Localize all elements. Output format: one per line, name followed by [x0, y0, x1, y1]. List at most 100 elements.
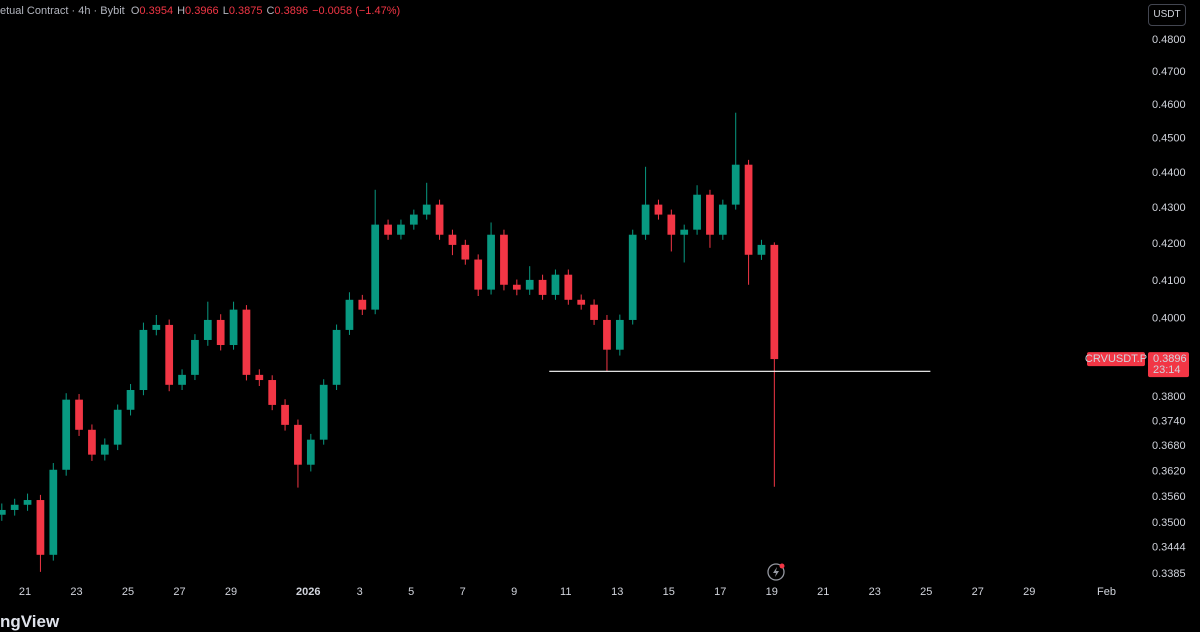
candle-body	[422, 204, 431, 215]
price-tag-symbol: CRVUSDT.P	[1085, 353, 1147, 365]
y-tick-label: 0.3500	[1152, 517, 1186, 529]
x-tick-label: 9	[511, 586, 517, 598]
candle-body	[487, 234, 495, 290]
x-tick-label: 25	[920, 586, 932, 598]
candle-body	[409, 214, 418, 225]
y-tick-label: 0.4700	[1152, 66, 1186, 78]
price-tag-countdown: 23:14	[1153, 364, 1181, 376]
ohlc-value: 0.3954	[139, 5, 174, 17]
candle-body	[216, 319, 225, 346]
candle-body	[242, 309, 251, 375]
ohlc-label: C	[266, 5, 275, 17]
y-tick-label: 0.4100	[1152, 275, 1186, 287]
candle-body	[757, 244, 766, 255]
candle-body	[36, 500, 45, 555]
candle-body	[152, 324, 161, 330]
candle-body	[628, 234, 637, 320]
y-tick-label: 0.3740	[1152, 415, 1186, 427]
symbol: etual Contract · 4h · Bybit	[0, 5, 125, 17]
candle-body	[718, 204, 727, 235]
candle-body	[358, 299, 367, 310]
candle-body	[525, 279, 534, 290]
candle-body	[397, 224, 405, 235]
x-tick-label: 7	[460, 586, 466, 598]
price-tag-price: 0.3896	[1153, 353, 1187, 365]
candle-body	[62, 399, 71, 470]
price-tag-symbol-box	[1087, 352, 1145, 367]
x-tick-label: Feb	[1097, 586, 1116, 598]
candle-body	[100, 444, 109, 455]
candle-body	[229, 309, 238, 346]
price-tag-box	[1148, 352, 1189, 378]
ohlc-value: −0.0058 (−1.47%)	[312, 5, 401, 17]
candle-body	[641, 204, 650, 235]
candle-body	[10, 504, 19, 510]
x-tick-label: 27	[972, 586, 984, 598]
ohlc-value: 0.3875	[228, 5, 263, 17]
x-tick-label: 21	[19, 586, 31, 598]
ohlc-label: L	[222, 5, 229, 17]
y-tick-label: 0.4300	[1152, 202, 1186, 214]
candle-body	[564, 274, 573, 300]
candle-body	[603, 319, 611, 350]
currency-button[interactable]: USDT	[1148, 4, 1186, 26]
candle-body	[706, 194, 714, 235]
candle-body	[500, 234, 508, 285]
candle-body	[23, 500, 32, 505]
candle-body	[126, 390, 135, 410]
candle-body	[255, 374, 264, 381]
symbol-header: etual Contract · 4h · Bybit O0.3954 H0.39…	[0, 5, 404, 17]
candle-body	[306, 439, 315, 465]
x-tick-label: 29	[1023, 586, 1035, 598]
candle-body	[345, 299, 354, 330]
x-tick-label: 3	[357, 586, 363, 598]
candle-body	[139, 329, 148, 391]
candle-body	[332, 329, 341, 385]
x-tick-label: 13	[611, 586, 623, 598]
y-tick-label: 0.4800	[1152, 34, 1186, 46]
candle-body	[461, 244, 470, 260]
y-tick-label: 0.3560	[1152, 491, 1186, 503]
x-tick-label: 29	[225, 586, 237, 598]
candle-body	[770, 244, 779, 360]
candle-body	[113, 409, 122, 445]
candle-body	[268, 380, 277, 405]
y-tick-label: 0.4000	[1152, 313, 1186, 325]
x-tick-label: 2026	[296, 586, 320, 598]
candle-body	[474, 259, 483, 290]
watermark: ngView	[0, 612, 60, 631]
y-tick-label: 0.3385	[1152, 568, 1186, 580]
candle-body	[384, 224, 392, 235]
candle-body	[448, 234, 457, 245]
x-tick-label: 21	[817, 586, 829, 598]
y-tick-label: 0.3680	[1152, 440, 1186, 452]
candle-body	[165, 324, 174, 385]
candle-body	[577, 299, 586, 305]
x-tick-label: 17	[714, 586, 726, 598]
candle-body	[49, 469, 58, 555]
x-tick-label: 25	[122, 586, 134, 598]
candle-body	[0, 509, 6, 515]
ohlc-label: H	[177, 5, 186, 17]
candle-body	[371, 224, 380, 310]
x-tick-label: 11	[560, 586, 571, 598]
x-tick-label: 23	[70, 586, 82, 598]
candle-body	[512, 284, 521, 290]
y-tick-label: 0.3800	[1152, 391, 1186, 403]
candle-body	[680, 229, 689, 235]
ohlc-value: 0.3966	[185, 5, 219, 17]
candle-body	[667, 214, 676, 235]
candle-body	[551, 274, 560, 295]
y-tick-label: 0.3444	[1152, 542, 1186, 554]
candle-body	[203, 319, 212, 340]
y-tick-label: 0.4200	[1152, 238, 1186, 250]
x-tick-label: 19	[766, 586, 778, 598]
candle-body	[191, 339, 199, 375]
candle-body	[319, 384, 328, 440]
y-tick-label: 0.3620	[1152, 465, 1186, 477]
x-tick-label: 23	[869, 586, 881, 598]
candle-body	[693, 194, 701, 230]
candle-body	[744, 164, 753, 255]
x-tick-label: 27	[173, 586, 185, 598]
